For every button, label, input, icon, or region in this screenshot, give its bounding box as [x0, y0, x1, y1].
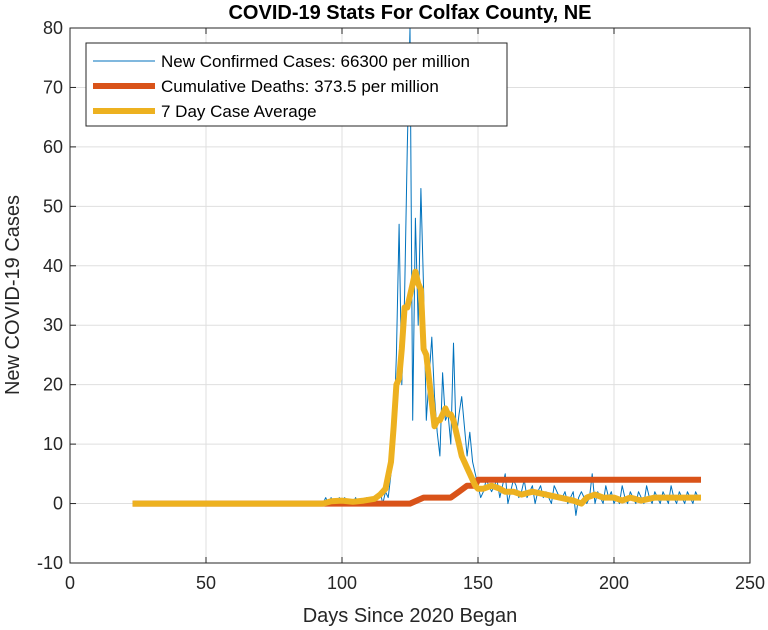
legend-box [85, 42, 508, 127]
legend: New Confirmed Cases: 66300 per million Cu… [85, 42, 508, 127]
legend-label-cumulative-deaths: Cumulative Deaths: 373.5 per million [161, 77, 439, 96]
y-tick-label: 10 [43, 434, 63, 454]
series-layer [132, 27, 701, 516]
y-tick-label: 30 [43, 315, 63, 335]
y-tick-label: 40 [43, 256, 63, 276]
y-tick-label: 80 [43, 18, 63, 38]
y-tick-label: 50 [43, 196, 63, 216]
x-tick-label: 150 [463, 573, 493, 593]
y-axis-label: New COVID-19 Cases [2, 195, 24, 395]
chart-title: COVID-19 Stats For Colfax County, NE [228, 2, 591, 24]
x-tick-label: 100 [327, 573, 357, 593]
y-tick-label: -10 [37, 553, 63, 573]
y-tick-label: 70 [43, 77, 63, 97]
series-line-seven-day-average [132, 268, 701, 507]
legend-label-seven-day-average: 7 Day Case Average [161, 102, 317, 121]
x-axis-label: Days Since 2020 Began [303, 605, 518, 627]
x-tick-label: 0 [65, 573, 75, 593]
x-tick-label: 250 [735, 573, 765, 593]
y-tick-label: 20 [43, 375, 63, 395]
x-tick-label: 200 [599, 573, 629, 593]
y-tick-label: 60 [43, 137, 63, 157]
y-tick-label: 0 [53, 494, 63, 514]
legend-label-new-cases: New Confirmed Cases: 66300 per million [161, 52, 470, 71]
plot-frame [69, 27, 751, 564]
x-tick-label: 50 [196, 573, 216, 593]
